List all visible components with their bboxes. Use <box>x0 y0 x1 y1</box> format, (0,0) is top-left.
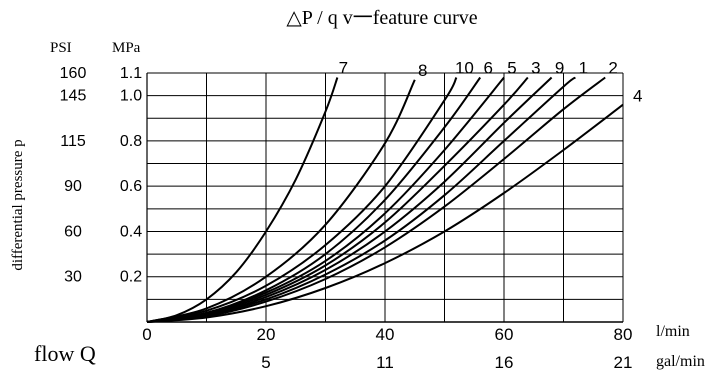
series-label-10: 10 <box>455 59 474 78</box>
x-tick-gal-11: 11 <box>376 353 394 372</box>
y-tick-psi-115: 115 <box>60 133 86 150</box>
y-tick-labels: 30 0.2 60 0.4 90 0.6 115 0.8 145 1.0 160 1.1 <box>60 65 143 286</box>
series-label-5: 5 <box>507 59 516 78</box>
y-tick-psi-60: 60 <box>64 223 82 240</box>
x-tick-gal-21: 21 <box>614 353 633 372</box>
x-tick-labels: 0 20 5 40 11 60 16 80 21 <box>142 325 632 372</box>
y-unit-mpa-label: MPa <box>112 40 141 56</box>
series-line-6 <box>147 78 480 323</box>
series-line-3 <box>147 78 528 323</box>
y-axis-label: differential pressure p <box>10 139 26 270</box>
y-tick-mpa-0-2: 0.2 <box>120 269 142 286</box>
series-line-1 <box>147 78 575 323</box>
series-label-2: 2 <box>608 59 617 78</box>
y-tick-mpa-1-0: 1.0 <box>120 88 142 105</box>
x-unit-lmin-label: l/min <box>656 323 690 340</box>
series-labels: 7 8 10 6 5 3 9 1 24 <box>339 59 643 106</box>
y-unit-psi-label: PSI <box>50 40 72 56</box>
y-tick-mpa-0-6: 0.6 <box>120 178 142 195</box>
series-label-3: 3 <box>531 59 540 78</box>
x-unit-galmin-label: gal/min <box>656 353 705 370</box>
series-label-7: 7 <box>339 59 348 78</box>
series-line-2 <box>147 78 605 323</box>
x-tick-lmin-60: 60 <box>495 325 514 344</box>
series-label-1: 1 <box>579 59 588 78</box>
x-tick-lmin-0: 0 <box>142 325 151 344</box>
y-tick-psi-90: 90 <box>64 178 82 195</box>
series-label-8: 8 <box>418 61 427 80</box>
y-tick-psi-30: 30 <box>64 269 82 286</box>
y-tick-mpa-0-4: 0.4 <box>120 223 142 240</box>
series-label-6: 6 <box>483 59 492 78</box>
y-tick-mpa-0-8: 0.8 <box>120 133 142 150</box>
series-label-9: 9 <box>555 59 564 78</box>
x-tick-lmin-40: 40 <box>376 325 395 344</box>
grid-lines <box>147 73 623 322</box>
x-axis-label: flow Q <box>34 341 96 366</box>
series-line-9 <box>147 78 552 323</box>
x-tick-gal-16: 16 <box>495 353 514 372</box>
x-tick-lmin-20: 20 <box>257 325 276 344</box>
series-label-4: 4 <box>633 87 642 106</box>
y-tick-psi-145: 145 <box>60 88 87 105</box>
chart-title: △P / q v一feature curve <box>286 7 477 29</box>
x-tick-lmin-80: 80 <box>614 325 633 344</box>
y-tick-psi-160: 160 <box>60 65 87 82</box>
x-tick-gal-5: 5 <box>261 353 270 372</box>
y-tick-mpa-1-1: 1.1 <box>120 65 142 82</box>
